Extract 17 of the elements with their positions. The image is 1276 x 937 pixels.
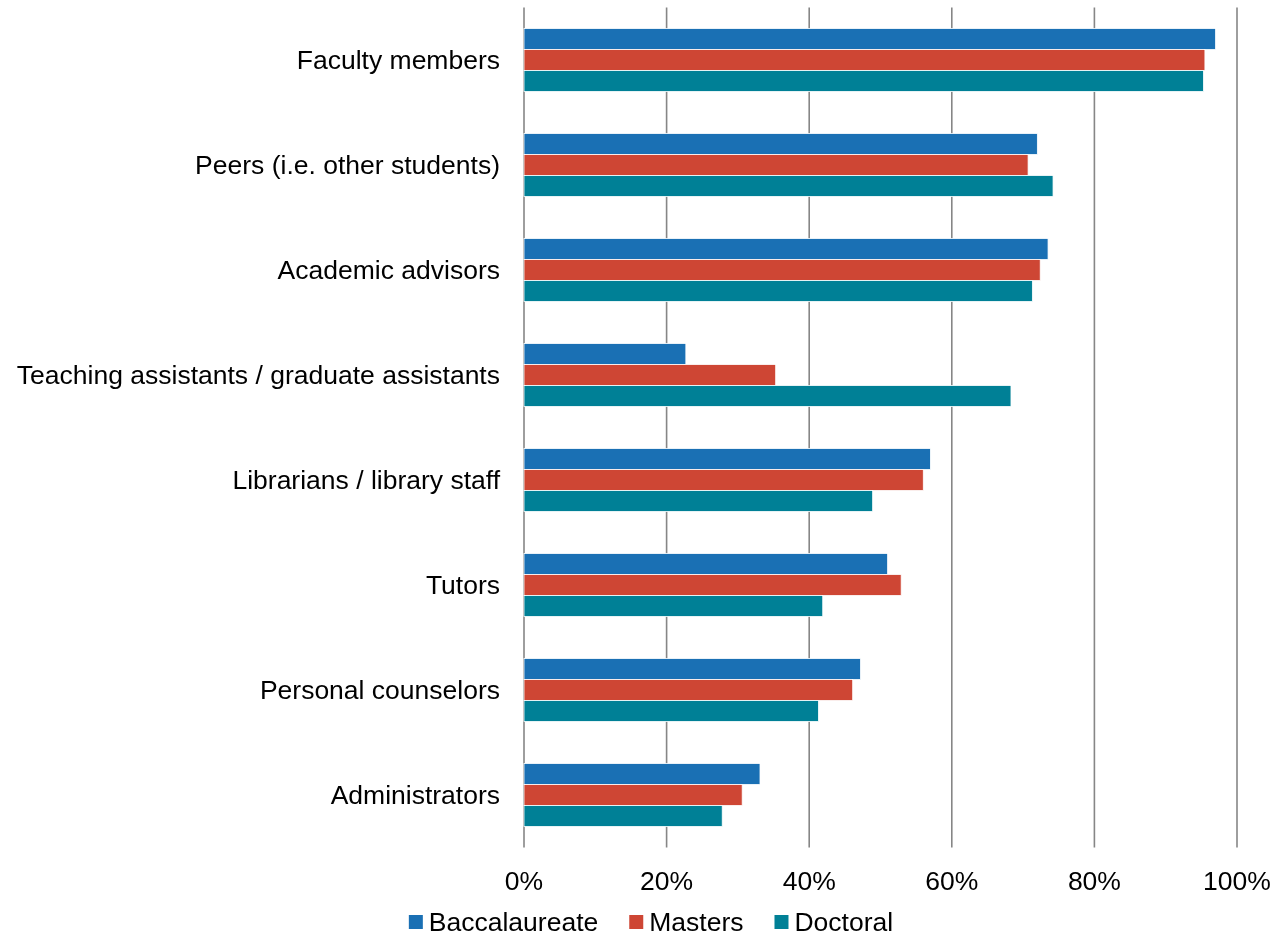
legend-label: Doctoral — [794, 907, 894, 937]
x-tick-label: 80% — [1067, 865, 1121, 896]
y-tick-label: Faculty members — [296, 45, 500, 76]
y-tick-label: Academic advisors — [277, 255, 500, 286]
y-tick-label: Peers (i.e. other students) — [195, 150, 500, 181]
legend-label: Baccalaureate — [428, 907, 599, 937]
y-tick-label: Teaching assistants / graduate assistants — [16, 360, 500, 391]
x-tick-label: 0% — [504, 865, 544, 896]
x-tick-label: 20% — [640, 865, 694, 896]
x-tick-label: 60% — [925, 865, 979, 896]
y-tick-label: Librarians / library staff — [232, 465, 501, 496]
legend-label: Masters — [649, 907, 744, 937]
y-tick-label: Administrators — [330, 780, 500, 811]
y-tick-label: Tutors — [425, 570, 500, 601]
x-tick-label: 100% — [1203, 865, 1271, 896]
x-tick-label: 40% — [782, 865, 836, 896]
y-tick-label: Personal counselors — [259, 675, 500, 706]
